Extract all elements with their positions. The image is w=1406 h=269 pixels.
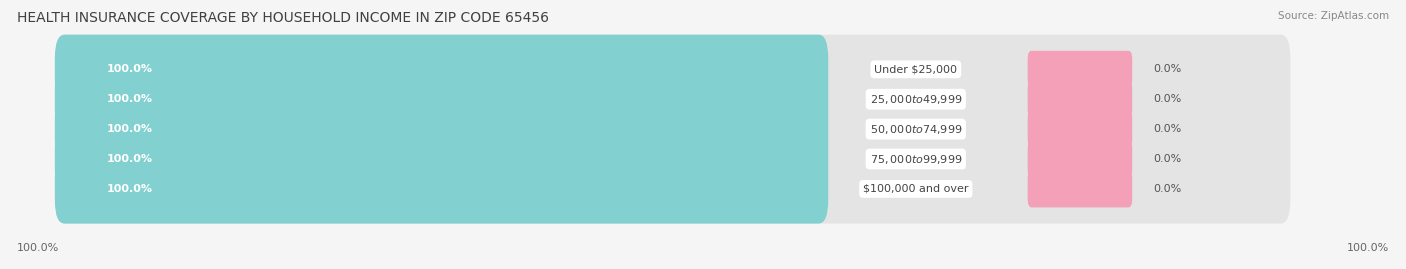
Text: 100.0%: 100.0%	[107, 184, 153, 194]
FancyBboxPatch shape	[1028, 81, 1132, 118]
Text: 100.0%: 100.0%	[1347, 243, 1389, 253]
Text: 0.0%: 0.0%	[1153, 64, 1181, 74]
FancyBboxPatch shape	[1028, 140, 1132, 178]
Text: $50,000 to $74,999: $50,000 to $74,999	[869, 123, 962, 136]
FancyBboxPatch shape	[1028, 170, 1132, 207]
Text: 100.0%: 100.0%	[107, 64, 153, 74]
FancyBboxPatch shape	[55, 94, 1291, 164]
Text: 100.0%: 100.0%	[107, 124, 153, 134]
Text: $75,000 to $99,999: $75,000 to $99,999	[869, 153, 962, 165]
Text: 0.0%: 0.0%	[1153, 154, 1181, 164]
FancyBboxPatch shape	[55, 124, 828, 194]
Text: 0.0%: 0.0%	[1153, 124, 1181, 134]
FancyBboxPatch shape	[1028, 111, 1132, 148]
FancyBboxPatch shape	[55, 124, 1291, 194]
Text: $100,000 and over: $100,000 and over	[863, 184, 969, 194]
Text: Source: ZipAtlas.com: Source: ZipAtlas.com	[1278, 11, 1389, 21]
FancyBboxPatch shape	[55, 35, 1291, 104]
Text: 0.0%: 0.0%	[1153, 184, 1181, 194]
FancyBboxPatch shape	[55, 94, 828, 164]
Text: 0.0%: 0.0%	[1153, 94, 1181, 104]
Text: HEALTH INSURANCE COVERAGE BY HOUSEHOLD INCOME IN ZIP CODE 65456: HEALTH INSURANCE COVERAGE BY HOUSEHOLD I…	[17, 11, 548, 25]
FancyBboxPatch shape	[55, 154, 1291, 224]
FancyBboxPatch shape	[55, 35, 828, 104]
Text: 100.0%: 100.0%	[107, 94, 153, 104]
Text: $25,000 to $49,999: $25,000 to $49,999	[869, 93, 962, 106]
FancyBboxPatch shape	[55, 65, 828, 134]
Text: 100.0%: 100.0%	[107, 154, 153, 164]
FancyBboxPatch shape	[55, 65, 1291, 134]
FancyBboxPatch shape	[55, 154, 828, 224]
FancyBboxPatch shape	[1028, 51, 1132, 88]
Text: 100.0%: 100.0%	[17, 243, 59, 253]
Text: Under $25,000: Under $25,000	[875, 64, 957, 74]
